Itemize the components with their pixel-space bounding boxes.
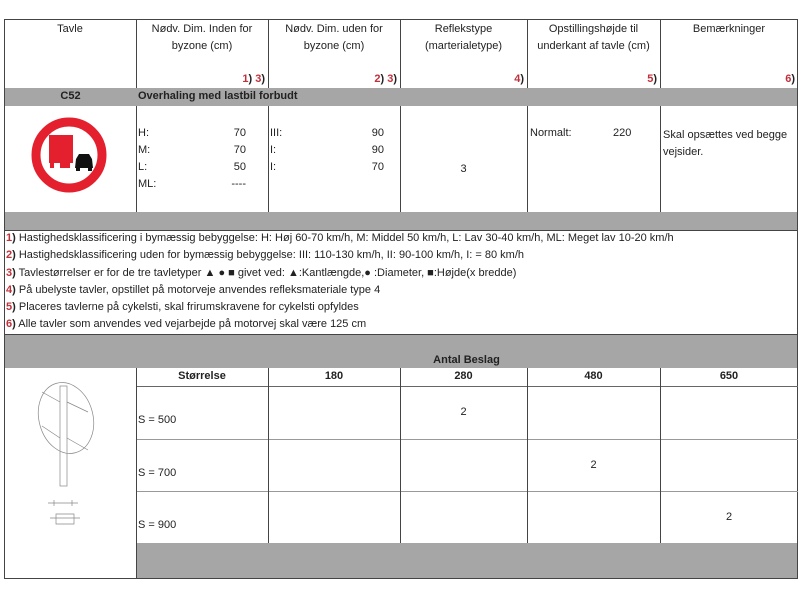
beslag-title: Antal Beslag xyxy=(433,354,500,366)
dimension-row: III: 90 xyxy=(270,127,384,139)
reflex-type: 3 xyxy=(460,163,467,175)
no-overtaking-by-trucks-sign-icon xyxy=(30,116,108,197)
remark: Skal opsættes ved begge vejsider. xyxy=(663,129,788,158)
beslag-header: Størrelse xyxy=(178,370,226,382)
beslag-title-row: Antal Beslag xyxy=(5,335,797,368)
dimension-row: I: 70 xyxy=(270,161,384,173)
dimension-row: M: 70 xyxy=(138,144,246,156)
footnote-ref: 2) 3) xyxy=(374,73,397,85)
sign-table xyxy=(4,19,798,579)
footnote: 4) På ubelyste tavler, opstillet på moto… xyxy=(6,283,381,296)
footnote: 1) Hastighedsklassificering i bymæssig b… xyxy=(6,232,674,244)
footnote-ref: 6) xyxy=(785,73,795,85)
column-header: Nødv. Dim. uden for byzone (cm) xyxy=(285,23,383,52)
footnote-ref: 1) 3) xyxy=(242,73,265,85)
footnote-ref: 4) xyxy=(514,73,524,85)
footnote: 3) Tavlestørrelser er for de tre tavlety… xyxy=(6,266,517,279)
height-value: 220 xyxy=(613,127,632,139)
footnote-ref: 5) xyxy=(647,73,657,85)
sign-title-row: C52 Overhaling med lastbil forbudt xyxy=(5,88,797,106)
beslag-cell: S = 500 xyxy=(138,414,177,426)
sign-title: Overhaling med lastbil forbudt xyxy=(138,90,298,102)
footnote: 5) Placeres tavlerne på cykelsti, skal f… xyxy=(6,301,359,314)
column-header: Nødv. Dim. Inden for byzone (cm) xyxy=(151,23,253,52)
footer-gray-row xyxy=(137,543,797,578)
beslag-cell: 2 xyxy=(725,511,733,523)
separator-row xyxy=(5,212,797,230)
beslag-cell: 2 xyxy=(590,458,597,471)
column-header: Bemærkninger xyxy=(692,23,766,35)
footnote: 6) Alle tavler som anvendes ved vejarbej… xyxy=(6,318,367,331)
column-header: Opstillingshøjde til underkant af tavle … xyxy=(537,23,650,52)
column-header: Reflekstype (marterialetype) xyxy=(424,23,503,52)
column-header: Tavle xyxy=(57,23,83,35)
beslag-header: 180 xyxy=(324,370,344,382)
dimension-row: ML: ---- xyxy=(138,178,246,190)
beslag-cell: 2 xyxy=(460,406,467,418)
beslag-header: 650 xyxy=(719,370,739,382)
beslag-cell: S = 700 xyxy=(138,466,177,479)
dimension-row: I: 90 xyxy=(270,144,384,156)
sign-mounting-diagram-icon xyxy=(30,378,110,571)
dimension-row: H: 70 xyxy=(138,127,246,139)
sign-code: C52 xyxy=(60,90,81,102)
height-label: Normalt: xyxy=(530,127,572,139)
beslag-cell: S = 900 xyxy=(138,519,177,531)
footnote: 2) Hastighedsklassificering uden for bym… xyxy=(6,249,524,262)
beslag-header: 480 xyxy=(584,370,603,382)
beslag-header: 280 xyxy=(454,370,473,382)
dimension-row: L: 50 xyxy=(138,161,246,173)
